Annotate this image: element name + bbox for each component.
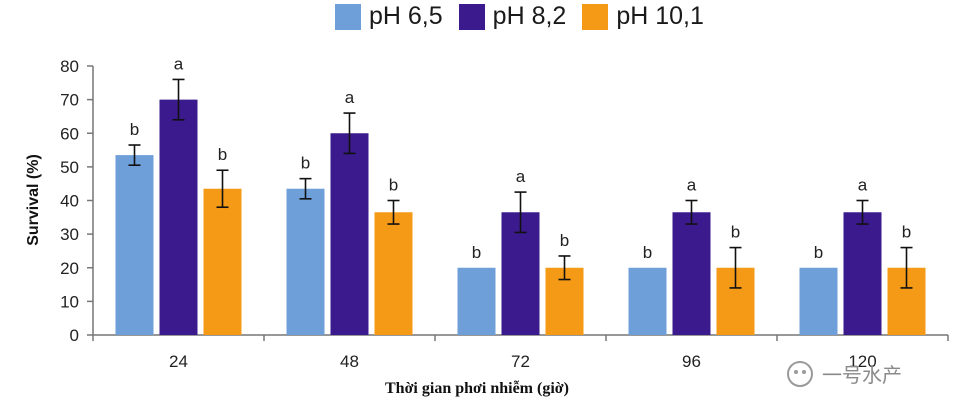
y-axis-ticks: 0 10 20 30 40 50 60 70 80 (60, 57, 93, 345)
x-tick-label: 48 (340, 352, 359, 371)
bar (286, 188, 325, 335)
significance-letter: b (560, 231, 569, 250)
significance-letter: b (814, 243, 823, 262)
significance-letter: a (858, 176, 868, 195)
legend-item-ph101: pH 10,1 (582, 2, 704, 31)
x-tick-label: 72 (511, 352, 530, 371)
bar (159, 99, 198, 335)
significance-letter: b (301, 154, 310, 173)
watermark-text: 一号水产 (822, 363, 902, 387)
legend-swatch-ph82 (458, 3, 485, 30)
bar (457, 267, 496, 335)
bar (843, 212, 882, 335)
x-tick-label: 96 (682, 352, 701, 371)
significance-letter: a (687, 176, 697, 195)
bar (203, 188, 242, 335)
bar (628, 267, 667, 335)
legend-label-ph65: pH 6,5 (369, 2, 443, 30)
y-tick-label: 80 (60, 57, 79, 76)
legend-label-ph82: pH 8,2 (492, 2, 567, 30)
significance-letter: b (218, 145, 227, 164)
bar (374, 212, 413, 335)
x-axis-label: Thời gian phơi nhiễm (giờ) (385, 380, 569, 397)
significance-letter: b (472, 243, 481, 262)
y-tick-label: 20 (60, 259, 79, 278)
y-tick-label: 40 (60, 192, 79, 211)
significance-letter: b (731, 223, 740, 242)
legend-swatch-ph101 (582, 3, 609, 30)
x-tick-label: 120 (848, 352, 876, 371)
y-tick-label: 30 (60, 225, 79, 244)
legend-item-ph65: pH 6,5 (335, 2, 443, 31)
y-tick-label: 10 (60, 292, 79, 311)
y-tick-label: 0 (70, 326, 79, 345)
bar (330, 133, 369, 335)
significance-letter: b (902, 223, 911, 242)
chart-legend: pH 6,5 pH 8,2 pH 10,1 (335, 2, 720, 31)
significance-letter: b (389, 176, 398, 195)
y-tick-label: 60 (60, 124, 79, 143)
y-axis-label: Survival (%) (25, 154, 42, 246)
legend-swatch-ph65 (335, 3, 361, 30)
y-tick-label: 70 (60, 91, 79, 110)
significance-letter: a (345, 88, 355, 107)
watermark: 一号水产 (782, 352, 952, 412)
significance-letter: b (643, 243, 652, 262)
significance-letter: a (174, 54, 184, 73)
chart-bars: b a b b a b b a b b a b b a b (115, 54, 926, 335)
bar (672, 212, 711, 335)
bar (115, 155, 154, 335)
legend-label-ph101: pH 10,1 (616, 2, 704, 30)
legend-item-ph82: pH 8,2 (458, 2, 567, 31)
significance-letter: a (516, 167, 526, 186)
bar (799, 267, 838, 335)
y-tick-label: 50 (60, 158, 79, 177)
significance-letter: b (130, 120, 139, 139)
watermark-logo: 一号水产 (787, 361, 902, 387)
x-tick-label: 24 (169, 352, 188, 371)
x-axis-ticks: 24 48 72 96 120 (92, 335, 949, 371)
